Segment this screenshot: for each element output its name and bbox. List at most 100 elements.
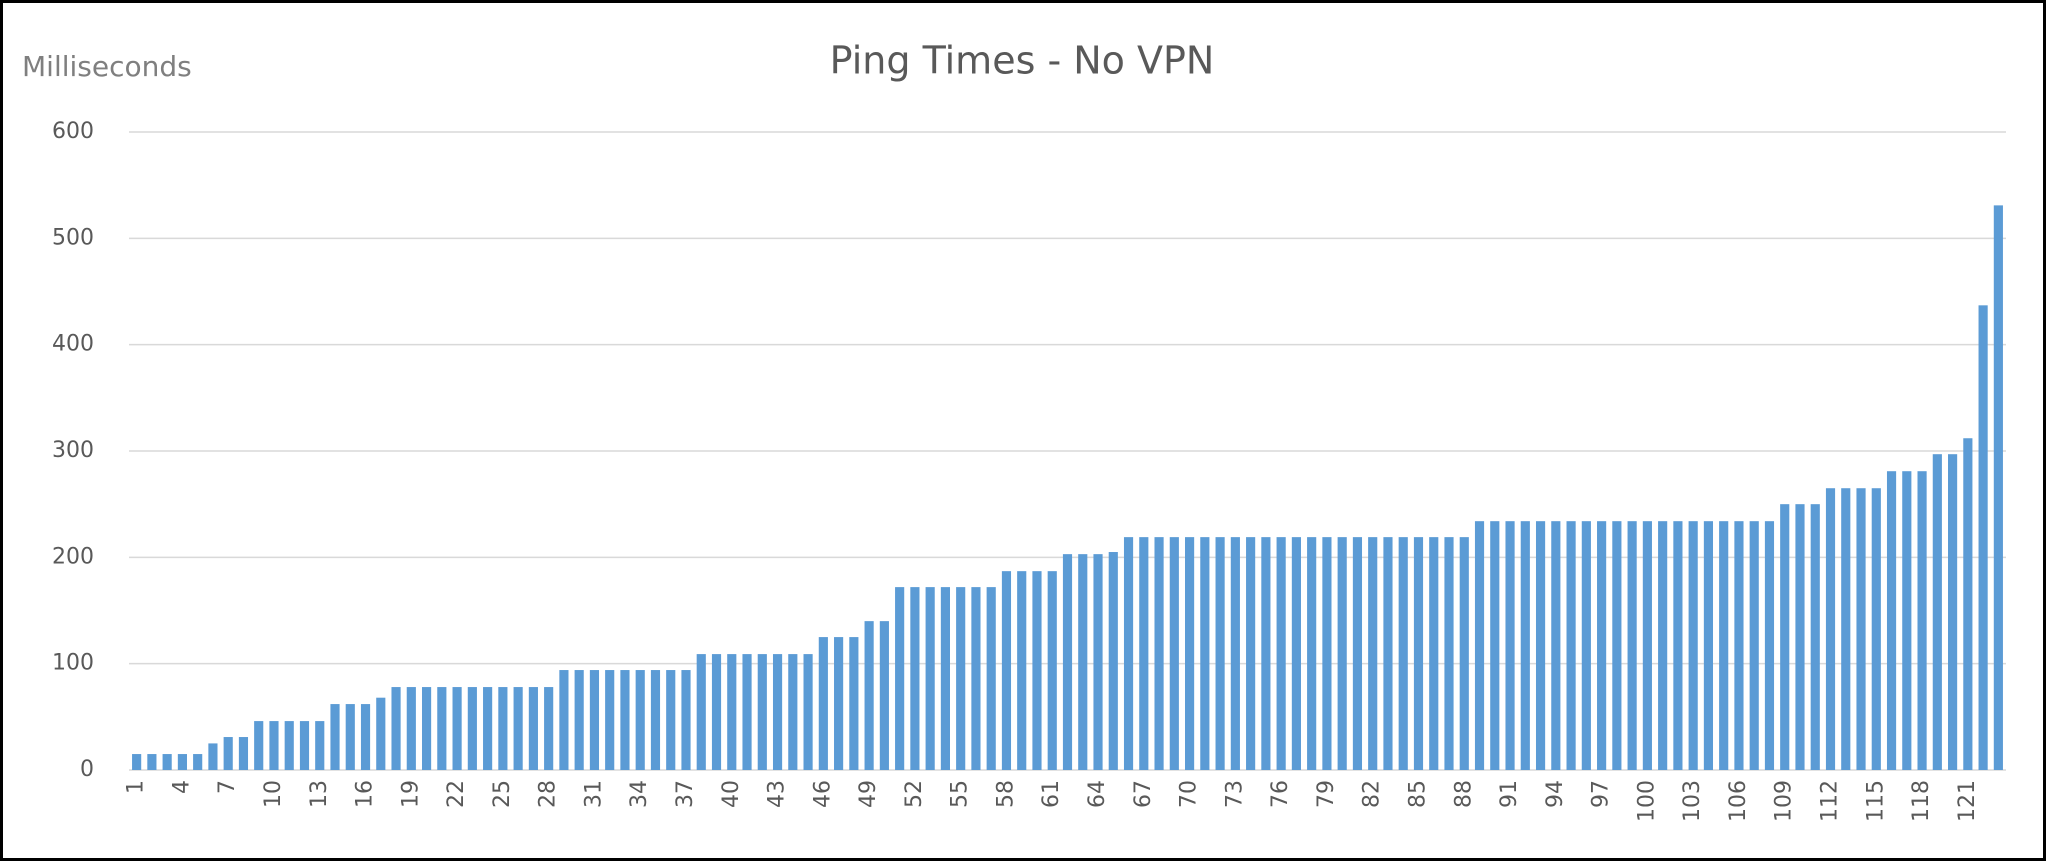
bar xyxy=(818,637,828,770)
y-tick-label: 300 xyxy=(52,438,94,463)
bar xyxy=(1474,521,1485,770)
x-tick-label: 118 xyxy=(1909,780,1934,822)
bar xyxy=(1093,554,1103,770)
bar xyxy=(1642,521,1652,770)
bar xyxy=(223,737,233,770)
x-tick-label: 115 xyxy=(1863,780,1888,822)
x-tick-label: 7 xyxy=(215,780,240,794)
bar xyxy=(1215,537,1225,770)
bar xyxy=(1871,488,1881,770)
bar xyxy=(1551,521,1561,770)
bar xyxy=(1535,521,1546,770)
bar xyxy=(467,687,477,770)
bar xyxy=(208,743,218,770)
bar xyxy=(1154,537,1164,770)
bar xyxy=(1368,537,1378,770)
x-tick-label: 1 xyxy=(124,780,149,794)
bar xyxy=(1856,488,1866,770)
x-tick-label: 112 xyxy=(1818,780,1843,822)
bar xyxy=(757,654,767,770)
bar xyxy=(788,654,798,770)
bar xyxy=(421,687,432,770)
bar xyxy=(681,670,691,770)
bar xyxy=(1795,504,1805,770)
bar xyxy=(132,754,142,770)
bar xyxy=(849,637,859,770)
bar xyxy=(315,721,325,770)
bar xyxy=(1703,521,1714,770)
bar xyxy=(498,687,508,770)
x-tick-label: 121 xyxy=(1955,780,1980,822)
x-tick-label: 82 xyxy=(1360,780,1385,808)
bar xyxy=(1200,537,1210,770)
x-tick-label: 10 xyxy=(261,780,286,808)
bar xyxy=(1764,521,1775,770)
bar xyxy=(1948,454,1958,770)
x-tick-label: 85 xyxy=(1405,780,1430,808)
x-tick-label: 94 xyxy=(1543,780,1568,808)
bar xyxy=(1032,571,1042,770)
bar xyxy=(1490,521,1500,770)
bar xyxy=(193,754,203,770)
bar xyxy=(1383,537,1393,770)
bar xyxy=(1658,521,1668,770)
bar xyxy=(1047,571,1057,770)
bar xyxy=(513,687,523,770)
y-tick-label: 200 xyxy=(52,544,94,569)
bar xyxy=(238,737,249,770)
x-tick-label: 76 xyxy=(1268,780,1293,808)
bar xyxy=(1566,521,1576,770)
x-tick-label: 88 xyxy=(1451,780,1476,808)
bar xyxy=(1734,521,1744,770)
bar xyxy=(605,670,615,770)
bar xyxy=(895,587,905,770)
bar xyxy=(1719,521,1729,770)
bar xyxy=(269,721,279,770)
bar xyxy=(910,587,920,770)
x-tick-label: 73 xyxy=(1222,780,1247,808)
bar xyxy=(452,687,462,770)
x-tick-label: 106 xyxy=(1726,780,1751,822)
bar xyxy=(1673,521,1683,770)
bar xyxy=(1413,537,1424,770)
bar xyxy=(1169,537,1179,770)
bar xyxy=(864,621,874,770)
bar xyxy=(406,687,416,770)
bar xyxy=(1932,454,1942,770)
x-tick-label: 52 xyxy=(902,780,927,808)
bar xyxy=(1017,571,1027,770)
bar xyxy=(1307,537,1317,770)
bar xyxy=(1291,537,1301,770)
x-tick-label: 28 xyxy=(536,780,561,808)
y-tick-label: 500 xyxy=(52,225,94,250)
bar xyxy=(956,587,966,770)
bar xyxy=(360,704,371,770)
x-tick-label: 22 xyxy=(444,780,469,808)
y-tick-label: 600 xyxy=(52,119,94,144)
bar xyxy=(940,587,950,770)
x-tick-label: 40 xyxy=(719,780,744,808)
x-tick-label: 55 xyxy=(948,780,973,808)
bar xyxy=(635,670,645,770)
bar xyxy=(1978,305,1988,770)
bar xyxy=(1841,488,1851,770)
bar xyxy=(1963,438,1973,770)
x-tick-label: 91 xyxy=(1497,780,1522,808)
bar xyxy=(1246,537,1256,770)
x-tick-label: 46 xyxy=(810,780,835,808)
bar xyxy=(1825,488,1836,770)
bar xyxy=(1185,537,1195,770)
bar xyxy=(1108,552,1118,770)
x-tick-label: 61 xyxy=(1039,780,1064,808)
bar xyxy=(1886,471,1897,770)
x-tick-label: 100 xyxy=(1634,780,1659,822)
x-tick-label: 58 xyxy=(993,780,1018,808)
bar xyxy=(391,687,401,770)
bar xyxy=(742,654,752,770)
bar xyxy=(727,654,737,770)
x-tick-label: 25 xyxy=(490,780,515,808)
bar xyxy=(1902,471,1912,770)
x-tick-label: 37 xyxy=(673,780,698,808)
bar xyxy=(1459,537,1469,770)
